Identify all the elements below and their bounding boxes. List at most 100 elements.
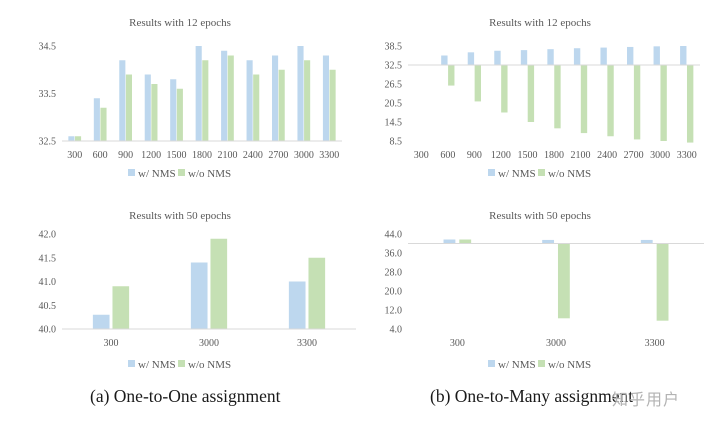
bar-with-nms: [170, 79, 177, 141]
legend-without-nms-label: w/o NMS: [188, 168, 231, 180]
y-tick-label: 41.5: [39, 253, 57, 264]
x-tick-label: 3000: [546, 338, 566, 349]
y-tick-label: 8.5: [390, 137, 403, 148]
x-tick-label: 900: [118, 150, 133, 161]
bar-with-nms: [573, 48, 581, 65]
y-tick-label: 44.0: [385, 230, 403, 241]
legend-without-nms-swatch: [538, 169, 545, 176]
y-tick-label: 41.0: [39, 277, 57, 288]
legend-without-nms-swatch: [178, 169, 185, 176]
x-tick-label: 900: [467, 150, 482, 161]
y-tick-label: 36.0: [385, 249, 403, 260]
x-tick-label: 3300: [297, 338, 317, 349]
legend-with-nms-swatch: [128, 360, 135, 367]
bar-without-nms: [660, 65, 667, 141]
chart-o2m-50: Results with 50 epochs 44.0 36.0 28.0 20.0 12…: [385, 210, 704, 371]
bar-with-nms: [542, 239, 555, 244]
bar-without-nms: [125, 74, 132, 141]
y-tick-label: 32.5: [39, 137, 57, 148]
bar-without-nms: [278, 69, 285, 141]
bar-without-nms: [580, 65, 588, 134]
bar-with-nms: [190, 262, 208, 329]
x-tick-label: 2700: [624, 150, 644, 161]
bar-without-nms: [227, 55, 234, 141]
legend-with-nms-label: w/ NMS: [498, 168, 536, 180]
legend-with-nms-label: w/ NMS: [138, 359, 176, 371]
x-tick-label: 3300: [677, 150, 697, 161]
bar-with-nms: [680, 46, 687, 65]
x-tick-label: 2400: [597, 150, 617, 161]
chart-panel-o2o-12: Results with 12 epochs 34.5 33.5 32.5 300 600…: [0, 14, 360, 184]
x-tick-label: 300: [104, 338, 119, 349]
caption-one-to-many: (b) One-to-Many assignment: [430, 386, 634, 406]
x-tick-label: 1200: [491, 150, 511, 161]
y-tick-label: 32.5: [385, 61, 403, 72]
bar-with-nms: [443, 239, 456, 244]
bar-with-nms: [288, 281, 306, 329]
legend-with-nms-label: w/ NMS: [138, 168, 176, 180]
x-tick-label: 1800: [192, 150, 212, 161]
chart-title: Results with 12 epochs: [129, 17, 231, 29]
x-tick-label: 3300: [645, 338, 665, 349]
y-tick-label: 4.0: [390, 325, 403, 336]
bar-without-nms: [151, 84, 158, 141]
bar-with-nms: [520, 50, 528, 65]
bar-without-nms: [202, 60, 209, 141]
y-tick-label: 40.5: [39, 301, 57, 312]
bar-without-nms: [527, 65, 535, 122]
bar-with-nms: [144, 74, 151, 141]
x-tick-label: 300: [414, 150, 429, 161]
bar-without-nms: [554, 65, 561, 129]
y-tick-label: 38.5: [385, 42, 403, 53]
x-tick-label: 1200: [141, 150, 161, 161]
x-tick-label: 300: [450, 338, 465, 349]
legend-without-nms-label: w/o NMS: [548, 168, 591, 180]
legend-without-nms-label: w/o NMS: [548, 359, 591, 371]
x-tick-label: 2100: [571, 150, 591, 161]
y-tick-label: 26.5: [385, 80, 403, 91]
bar-without-nms: [686, 65, 694, 143]
bar-with-nms: [467, 52, 475, 65]
bar-with-nms: [93, 98, 100, 141]
bar-without-nms: [304, 60, 311, 141]
y-tick-label: 20.0: [385, 287, 403, 298]
bar-without-nms: [474, 65, 481, 102]
chart-title: Results with 12 epochs: [489, 17, 591, 29]
y-tick-label: 40.0: [39, 325, 57, 336]
x-tick-label: 3000: [294, 150, 314, 161]
bar-with-nms: [297, 46, 304, 141]
bar-without-nms: [329, 69, 336, 141]
watermark-label: 知乎用户: [612, 390, 681, 409]
bar-without-nms: [607, 65, 614, 137]
legend-with-nms-swatch: [488, 169, 495, 176]
bar-with-nms: [221, 50, 228, 141]
bar-with-nms: [653, 46, 660, 65]
bar-without-nms: [308, 257, 326, 329]
bar-without-nms: [74, 136, 82, 141]
bar-with-nms: [322, 55, 330, 141]
chart-o2o-12: Results with 12 epochs 34.5 33.5 32.5 300 600…: [39, 17, 342, 180]
y-tick-label: 20.5: [385, 99, 403, 110]
chart-panel-o2m-12: Results with 12 epochs 38.5 32.5 26.5 20.5 14…: [360, 14, 720, 184]
bar-without-nms: [253, 74, 260, 141]
bar-with-nms: [640, 239, 653, 244]
x-tick-label: 1500: [517, 150, 537, 161]
legend-without-nms-swatch: [178, 360, 185, 367]
x-tick-label: 600: [93, 150, 108, 161]
bar-with-nms: [119, 60, 126, 141]
bar-without-nms: [210, 238, 228, 329]
bar-without-nms: [557, 243, 570, 319]
bar-without-nms: [656, 243, 669, 321]
chart-panel-o2m-50: Results with 50 epochs 44.0 36.0 28.0 20.0 12…: [360, 200, 720, 375]
bar-without-nms: [633, 65, 641, 140]
x-tick-label: 1800: [544, 150, 564, 161]
y-tick-label: 34.5: [39, 42, 57, 53]
x-tick-label: 2100: [217, 150, 237, 161]
bar-with-nms: [272, 55, 279, 141]
legend-with-nms-swatch: [488, 360, 495, 367]
bar-with-nms: [494, 50, 501, 65]
y-tick-label: 12.0: [385, 306, 403, 317]
y-tick-label: 42.0: [39, 230, 57, 241]
bar-without-nms: [112, 286, 130, 329]
bar-with-nms: [246, 60, 253, 141]
